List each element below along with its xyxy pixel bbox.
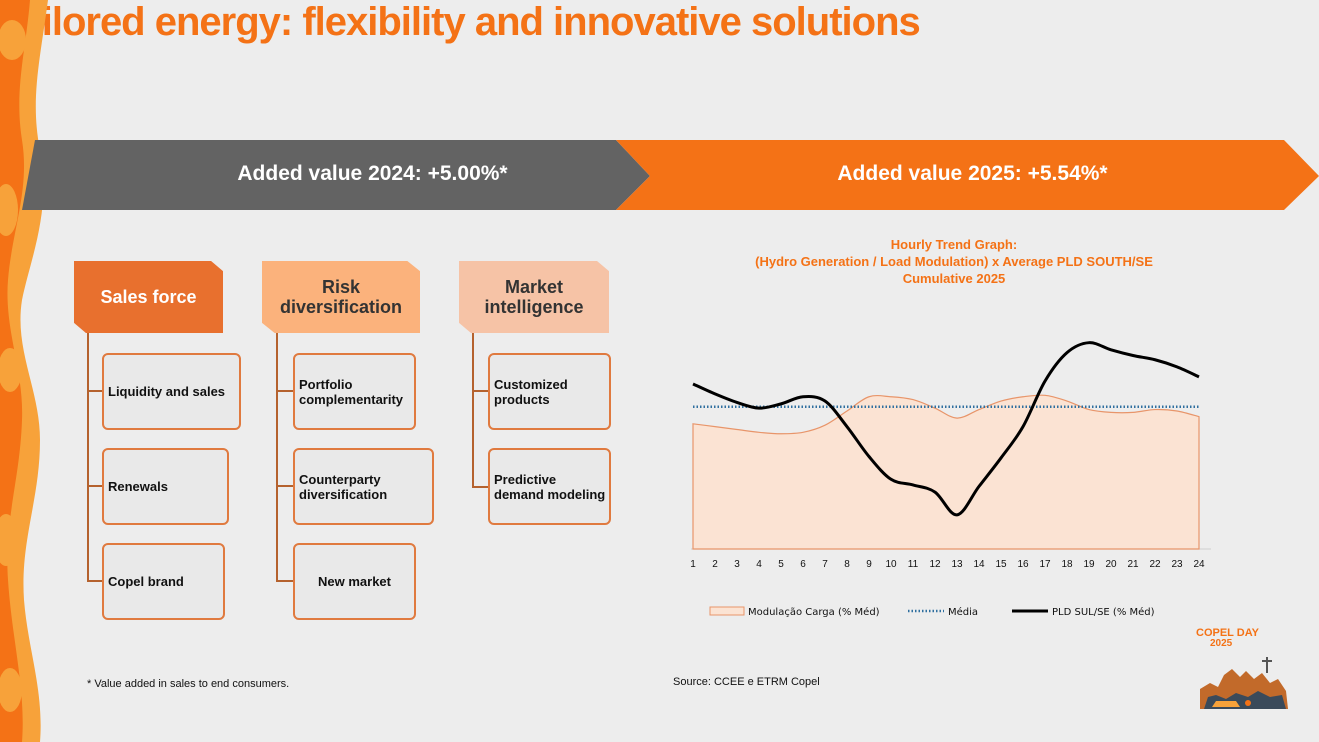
item-predictive-demand-modeling: Predictive demand modeling [488, 448, 611, 525]
item-new-market: New market [293, 543, 416, 620]
x-tick-label: 13 [951, 559, 963, 570]
source-note: Source: CCEE e ETRM Copel [673, 676, 820, 688]
chart-title-line: Hourly Trend Graph: [890, 237, 1018, 252]
x-tick-label: 15 [995, 559, 1007, 570]
logo-year: 2025 [1210, 638, 1233, 649]
x-tick-label: 23 [1171, 559, 1183, 570]
item-portfolio-complementarity: Portfolio complementarity [293, 353, 416, 430]
x-tick-label: 3 [734, 559, 740, 570]
series-area-modulacao-carga [692, 394, 1200, 550]
x-tick-label: 8 [844, 559, 850, 570]
footnote: * Value added in sales to end consumers. [87, 678, 290, 690]
city-skyline-illustration [1200, 657, 1288, 709]
x-tick-label: 19 [1083, 559, 1095, 570]
column-header-market-intelligence: Market intelligence [459, 261, 609, 333]
banner-2025-shape [616, 140, 1319, 210]
x-tick-label: 20 [1105, 559, 1117, 570]
x-tick-label: 12 [929, 559, 941, 570]
legend-swatch-modulacao-carga [709, 606, 745, 616]
hourly-trend-chart: 1 2 3 4 5 6 7 8 9 10 11 12 13 14 15 16 17 18 19 20 21 22 23 24M… [690, 341, 1211, 618]
x-tick-label: 9 [866, 559, 872, 570]
decorative-wave [0, 0, 48, 742]
chart-title-line: (Hydro Generation / Load Modulation) x A… [755, 254, 1153, 269]
x-tick-label: 1 [690, 559, 696, 570]
banner-2024-shape [22, 140, 650, 210]
x-tick-label: 6 [800, 559, 806, 570]
chart-title: Hourly Trend Graph: (Hydro Generation / … [700, 236, 1208, 287]
x-tick-label: 2 [712, 559, 718, 570]
item-renewals: Renewals [102, 448, 229, 525]
x-tick-label: 14 [973, 559, 985, 570]
x-tick-label: 18 [1061, 559, 1073, 570]
x-tick-label: 17 [1039, 559, 1051, 570]
banner-shapes [22, 140, 1319, 210]
x-tick-label: 11 [908, 559, 919, 570]
x-tick-label: 24 [1193, 559, 1205, 570]
x-tick-label: 21 [1127, 559, 1139, 570]
x-tick-label: 22 [1149, 559, 1161, 570]
page-title: Tailored energy: flexibility and innovat… [0, 0, 921, 44]
item-copel-brand: Copel brand [102, 543, 225, 620]
item-liquidity-and-sales: Liquidity and sales [102, 353, 241, 430]
logo-text: COPEL DAY [1196, 627, 1259, 639]
x-tick-label: 7 [822, 559, 828, 570]
x-tick-label: 4 [756, 559, 762, 570]
x-tick-label: 16 [1017, 559, 1029, 570]
banner-2024-label: Added value 2024: +5.00%* [237, 162, 508, 185]
x-tick-label: 10 [885, 559, 897, 570]
legend-label-modulacao-carga: Modulação Carga (% Méd) [748, 606, 880, 618]
series-line-pld [692, 341, 1200, 517]
item-customized-products: Customized products [488, 353, 611, 430]
chart-title-line: Cumulative 2025 [902, 271, 1006, 286]
column-header-risk-diversification: Risk diversification [262, 261, 420, 333]
column-header-sales-force: Sales force [74, 261, 223, 333]
copel-day-logo: COPEL DAY 2025 [1196, 628, 1292, 714]
item-counterparty-diversification: Counterparty diversification [293, 448, 434, 525]
legend-label-media: Média [948, 606, 978, 618]
x-tick-label: 5 [778, 559, 784, 570]
banner-2025-label: Added value 2025: +5.54%* [837, 162, 1108, 185]
legend-label-pld: PLD SUL/SE (% Méd) [1052, 606, 1155, 618]
